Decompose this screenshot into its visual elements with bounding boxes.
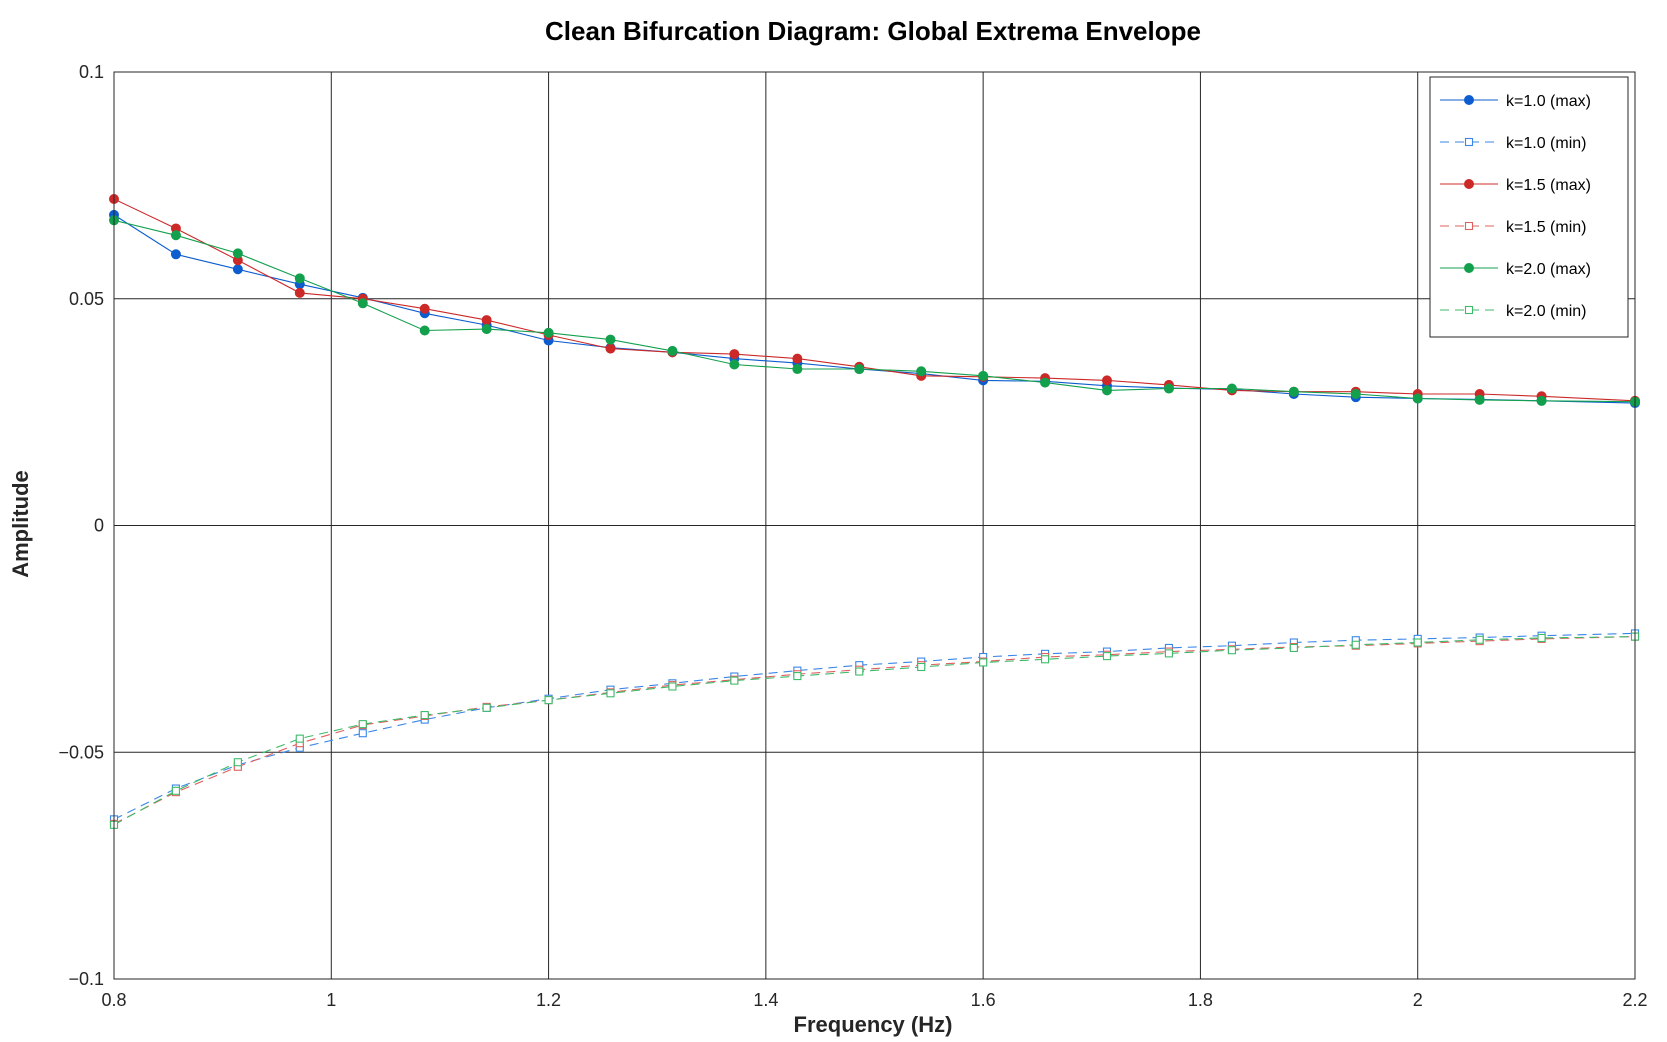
legend: k=1.0 (max) k=1.0 (min) k=1.5 (max) k=1.5 (… <box>1429 76 1629 338</box>
data-point <box>978 370 989 381</box>
y-tick-label: 0 <box>94 516 104 536</box>
data-point-legend <box>1464 179 1474 189</box>
data-point <box>667 345 678 356</box>
data-point <box>1164 649 1173 658</box>
legend-box <box>1429 76 1629 338</box>
data-point-legend <box>1464 95 1474 105</box>
x-tick-label: 2.2 <box>1622 990 1647 1010</box>
data-point <box>668 682 677 691</box>
legend-item: k=2.0 (min) <box>1440 303 1586 320</box>
data-point <box>420 711 429 720</box>
data-point <box>1474 394 1485 405</box>
y-tick-label: 0.1 <box>79 62 104 82</box>
data-point <box>1101 375 1112 386</box>
data-point <box>792 364 803 375</box>
data-point <box>1537 633 1546 643</box>
data-point-legend <box>1464 137 1474 147</box>
y-tick-label: 0.05 <box>69 289 104 309</box>
data-point <box>482 703 491 712</box>
data-point-legend <box>1464 221 1474 231</box>
data-point <box>792 353 803 364</box>
data-point <box>1289 643 1298 652</box>
data-point <box>855 667 864 676</box>
data-point <box>605 343 616 354</box>
data-point <box>1102 652 1112 661</box>
data-point-legend <box>1464 263 1474 273</box>
legend-label: k=2.0 (min) <box>1506 303 1586 320</box>
data-point <box>481 315 492 326</box>
legend-label: k=2.0 (max) <box>1506 261 1591 278</box>
data-point <box>1163 383 1174 394</box>
data-point <box>1101 385 1112 396</box>
data-point <box>544 696 553 705</box>
legend-item: k=2.0 (max) <box>1440 261 1591 278</box>
legend-item: k=1.5 (min) <box>1440 219 1586 236</box>
data-point <box>170 249 181 260</box>
x-axis-label: Frequency (Hz) <box>794 1012 953 1037</box>
data-point <box>1227 646 1236 655</box>
data-point <box>917 662 926 672</box>
data-point <box>1413 638 1422 647</box>
legend-label: k=1.0 (max) <box>1506 93 1591 110</box>
x-tick-label: 1.6 <box>971 990 996 1010</box>
legend-label: k=1.0 (min) <box>1506 135 1586 152</box>
data-point <box>294 287 305 298</box>
data-point <box>1350 388 1361 399</box>
x-tick-label: 1 <box>326 990 336 1010</box>
x-tick-label: 0.8 <box>101 990 126 1010</box>
y-tick-label: −0.05 <box>58 742 104 762</box>
plot-frame <box>113 71 1636 980</box>
y-tick-label: −0.1 <box>68 969 104 989</box>
data-point <box>1288 386 1299 397</box>
data-point <box>419 303 430 314</box>
data-point <box>232 264 243 275</box>
data-point <box>1226 383 1237 394</box>
data-point <box>979 658 988 667</box>
data-point <box>1351 640 1360 649</box>
data-point <box>543 327 554 338</box>
data-point <box>729 359 740 370</box>
x-tick-label: 2 <box>1413 990 1423 1010</box>
data-point <box>170 230 181 241</box>
data-point <box>729 349 740 360</box>
chart-title: Clean Bifurcation Diagram: Global Extrem… <box>545 16 1201 46</box>
data-point <box>358 729 367 738</box>
legend-item: k=1.5 (max) <box>1440 177 1591 194</box>
data-point <box>1040 377 1051 388</box>
data-point <box>1536 395 1547 406</box>
data-point <box>854 364 865 375</box>
data-point <box>358 720 367 729</box>
legend-item: k=1.0 (max) <box>1440 93 1591 110</box>
data-point <box>295 734 304 743</box>
data-point-legend <box>1464 305 1474 315</box>
data-point <box>481 324 492 335</box>
data-point <box>1475 635 1484 644</box>
data-point <box>605 334 616 345</box>
legend-label: k=1.5 (min) <box>1506 219 1586 236</box>
x-tick-label: 1.2 <box>536 990 561 1010</box>
data-point <box>233 758 242 767</box>
data-point <box>1041 655 1050 664</box>
data-point <box>232 248 243 259</box>
x-tick-label: 1.8 <box>1188 990 1213 1010</box>
tick-labels: 0.8 1 1.2 1.4 1.6 1.8 2 2.2 −0.1 −0.05 0 0.05 0.1 <box>58 62 1647 1010</box>
legend-item: k=1.0 (min) <box>1440 135 1586 152</box>
data-point <box>1412 393 1423 404</box>
data-point <box>357 298 368 309</box>
data-point <box>793 672 802 681</box>
x-tick-label: 1.4 <box>753 990 778 1010</box>
data-point <box>916 366 927 377</box>
y-axis-label: Amplitude <box>8 470 33 578</box>
data-point <box>171 786 180 795</box>
data-point <box>606 689 615 698</box>
data-point <box>730 676 739 685</box>
series-5 <box>109 632 1640 829</box>
data-point <box>419 325 430 336</box>
data-point <box>294 273 305 284</box>
legend-label: k=1.5 (max) <box>1506 177 1591 194</box>
